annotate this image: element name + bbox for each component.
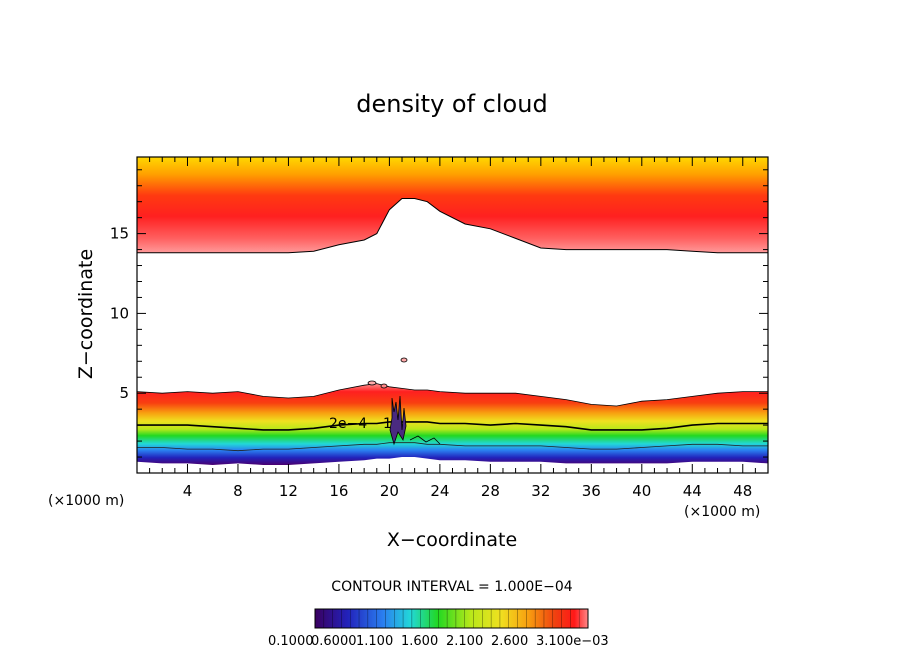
colorbar-tick-label: 2.100	[446, 634, 483, 649]
y-tick-label: 5	[119, 384, 129, 402]
contour-low-density	[137, 442, 768, 452]
x-tick-label: 40	[632, 482, 651, 500]
x-tick-label: 4	[183, 482, 193, 500]
x-unit-label-right: (×1000 m)	[684, 504, 760, 520]
x-tick-labels: 4 8 12 16 20 24 28 32 36 40 44 48	[183, 482, 753, 500]
contour-fragments	[409, 435, 441, 445]
x-tick-label: 32	[531, 482, 550, 500]
contour-interval-label: CONTOUR INTERVAL = 1.000E−04	[331, 579, 572, 595]
x-tick-label: 24	[430, 482, 449, 500]
upper-cloud-layer	[137, 157, 768, 253]
chart-title: density of cloud	[356, 90, 547, 118]
x-axis-title: X−coordinate	[387, 529, 517, 551]
x-tick-label: 12	[279, 482, 298, 500]
contour-2e-4	[137, 421, 768, 431]
x-tick-label: 28	[481, 482, 500, 500]
x-unit-label-left: (×1000 m)	[48, 493, 124, 509]
x-tick-label: 36	[582, 482, 601, 500]
x-tick-label: 8	[233, 482, 243, 500]
lower-cloud-top-contour	[137, 383, 768, 407]
y-tick-labels: 5 10 15	[110, 225, 129, 403]
small-cloud-patch	[400, 357, 408, 363]
axis-ticks	[137, 157, 768, 473]
colorbar-tick-label: 0.6000	[311, 634, 357, 649]
y-tick-label: 15	[110, 225, 129, 243]
colorbar-tick-labels: 0.1000 0.6000 1.100 1.600 2.100 2.600 3.…	[268, 634, 609, 649]
x-tick-label: 16	[329, 482, 348, 500]
small-cloud-patch	[367, 380, 377, 386]
x-tick-label: 20	[380, 482, 399, 500]
convective-column-contours	[389, 395, 407, 446]
y-axis-title: Z−coordinate	[75, 249, 97, 379]
colorbar-tick-label: 3.100e−03	[536, 634, 609, 649]
contour-label-extra: 1	[383, 416, 392, 432]
y-tick-label: 10	[110, 304, 129, 322]
x-tick-label: 44	[683, 482, 702, 500]
colorbar-tick-label: 0.1000	[268, 634, 314, 649]
upper-cloud-boundary-contour	[137, 198, 768, 254]
contour-label: 2e−4	[329, 416, 367, 432]
colorbar-divisions	[323, 609, 580, 628]
plot-area	[137, 157, 768, 465]
x-tick-label: 48	[733, 482, 752, 500]
colorbar	[314, 608, 589, 629]
small-cloud-patch	[380, 383, 388, 389]
colorbar-tick-label: 1.600	[401, 634, 438, 649]
colorbar-tick-label: 1.100	[356, 634, 393, 649]
colorbar-tick-label: 2.600	[491, 634, 528, 649]
